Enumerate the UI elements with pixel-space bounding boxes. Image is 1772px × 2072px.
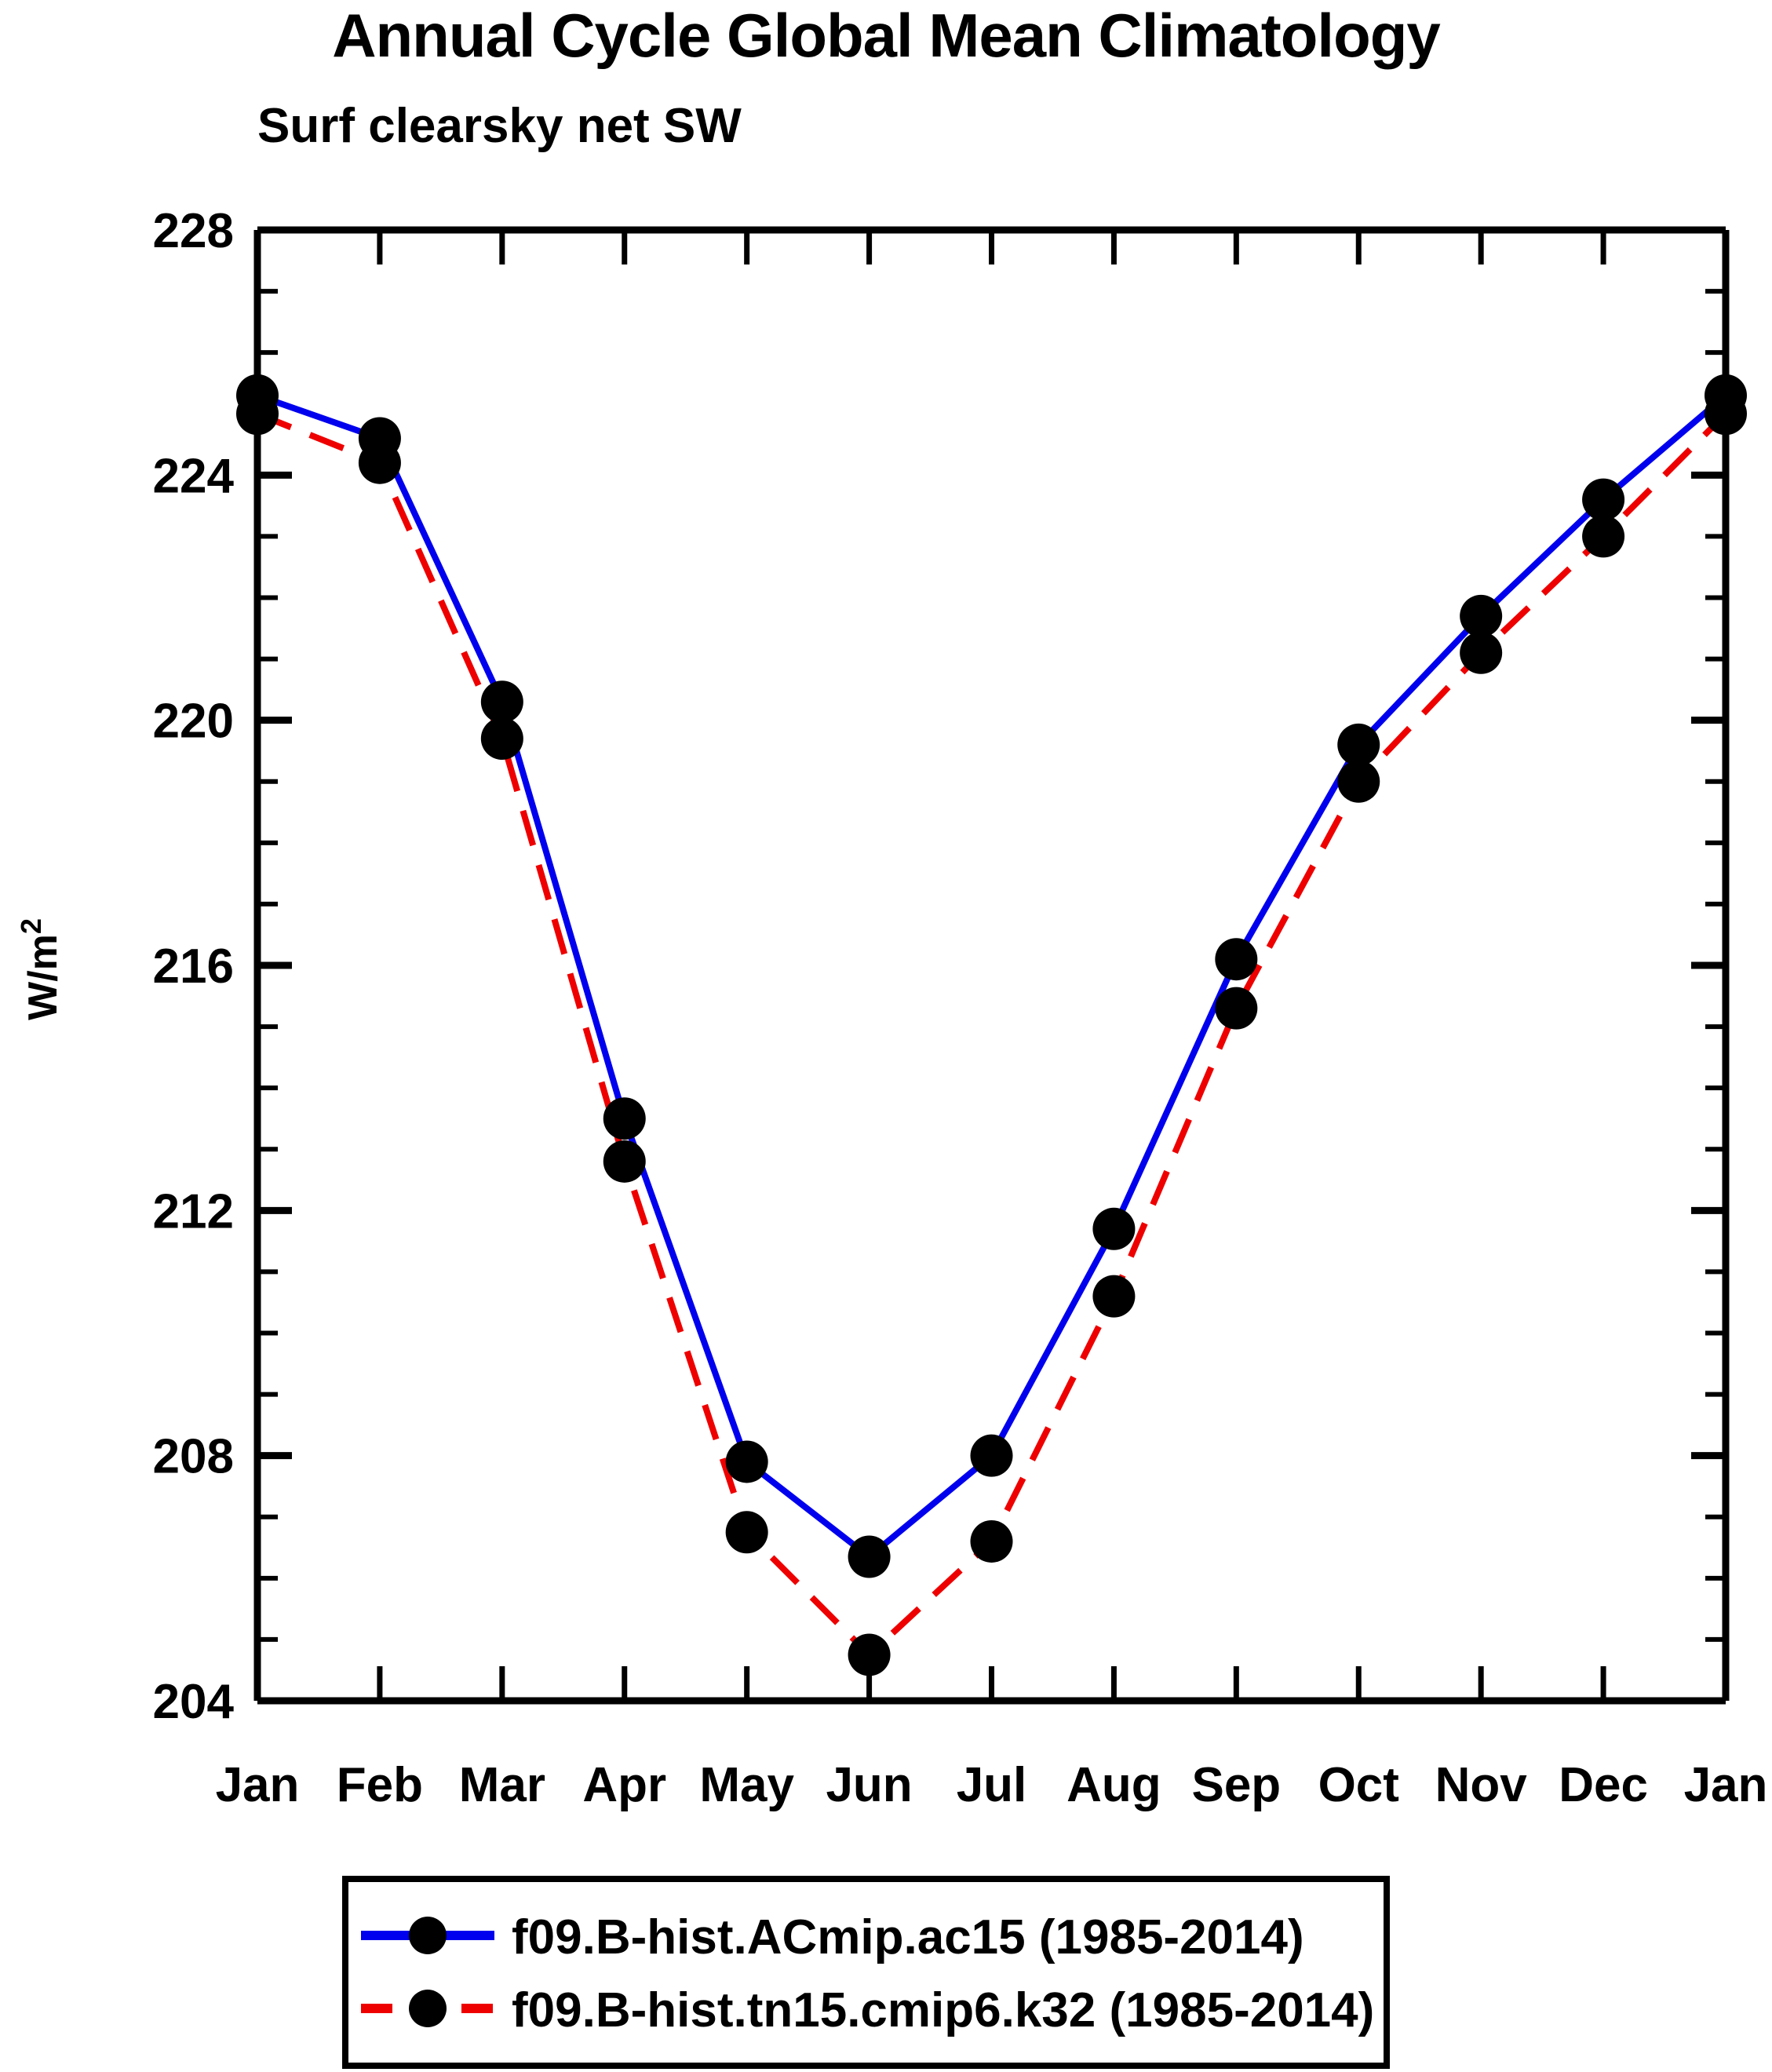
x-tick-label: Jul: [957, 1758, 1027, 1812]
x-tick-label: Apr: [582, 1758, 666, 1812]
data-point-marker: [725, 1511, 768, 1554]
data-point-marker: [970, 1434, 1013, 1477]
plot-axes: [253, 226, 1730, 1705]
data-point-marker: [1337, 723, 1380, 766]
data-point-marker: [603, 1097, 646, 1140]
y-tick-label: 228: [153, 204, 234, 258]
data-point-marker: [848, 1633, 891, 1676]
x-tick-labels: Jan Feb Mar Apr May Jun Jul Aug Sep Oct Nov Dec Jan: [216, 1758, 1768, 1812]
x-tick-label: Oct: [1318, 1758, 1399, 1812]
chart-subtitle: Surf clearsky net SW: [257, 99, 742, 153]
data-point-marker: [1582, 478, 1625, 521]
x-tick-label: Aug: [1066, 1758, 1161, 1812]
data-point-marker: [236, 392, 279, 436]
data-point-marker: [1582, 515, 1625, 558]
data-point-marker: [603, 1140, 646, 1183]
data-point-marker: [1215, 938, 1258, 981]
x-tick-label: Jun: [826, 1758, 912, 1812]
y-tick-label: 204: [153, 1675, 235, 1729]
data-point-marker: [970, 1519, 1013, 1563]
y-tick-label: 224: [153, 449, 235, 503]
data-point-marker: [480, 680, 523, 724]
data-point-marker: [1092, 1207, 1136, 1250]
data-point-marker: [358, 441, 401, 484]
x-tick-label: Dec: [1559, 1758, 1648, 1812]
data-point-marker: [725, 1440, 768, 1483]
y-tick-label: 208: [153, 1430, 234, 1484]
legend-label-1: f09.B-hist.tn15.cmip6.k32 (1985-2014): [512, 1983, 1374, 2037]
legend-sample-marker-0: [409, 1917, 447, 1954]
chart-legend: f09.B-hist.ACmip.ac15 (1985-2014) f09.B-h…: [342, 1876, 1390, 2069]
plot-series: [236, 374, 1747, 1676]
x-tick-label: Feb: [337, 1758, 423, 1812]
data-point-marker: [480, 717, 523, 761]
x-tick-label: May: [699, 1758, 794, 1812]
data-point-marker: [1460, 631, 1503, 674]
y-tick-labels: 204 208 212 216 220 224 228: [153, 204, 235, 1729]
y-axis-label-text: W/m2: [15, 918, 66, 1020]
legend-box: [342, 1876, 1390, 2069]
x-tick-label: Sep: [1191, 1758, 1281, 1812]
legend-label-0: f09.B-hist.ACmip.ac15 (1985-2014): [512, 1910, 1304, 1964]
data-point-marker: [1705, 392, 1747, 436]
x-tick-label: Mar: [459, 1758, 545, 1812]
x-tick-label: Jan: [216, 1758, 300, 1812]
data-point-marker: [1215, 987, 1258, 1030]
y-tick-label: 220: [153, 695, 234, 749]
x-tick-label: Nov: [1435, 1758, 1528, 1812]
series-line-0: [256, 392, 1728, 1561]
legend-sample-marker-1: [409, 1990, 447, 2027]
data-point-marker: [1460, 594, 1503, 637]
x-tick-label: Jan: [1684, 1758, 1768, 1812]
y-axis-label: W/m2: [15, 918, 66, 1020]
page-title: Annual Cycle Global Mean Climatology: [332, 1, 1441, 70]
y-tick-label: 216: [153, 939, 234, 994]
data-point-marker: [1092, 1275, 1136, 1318]
y-tick-label: 212: [153, 1184, 234, 1238]
data-point-marker: [848, 1535, 891, 1578]
data-point-marker: [1337, 760, 1380, 803]
